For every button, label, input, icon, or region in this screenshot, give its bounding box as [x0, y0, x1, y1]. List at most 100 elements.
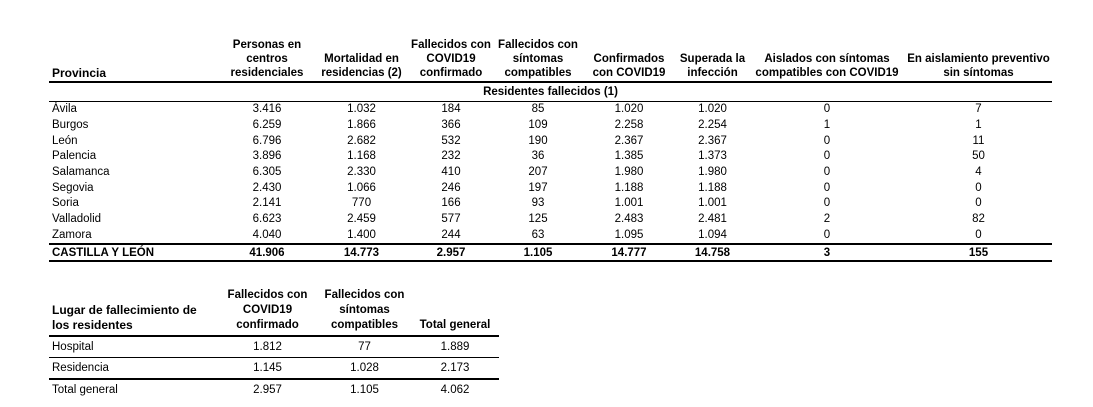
- cell-superada: 1.001: [698, 197, 727, 210]
- cell-total: 2.173: [411, 357, 499, 380]
- cell-provincia: Salamanca: [52, 166, 110, 179]
- col-header-aislamiento: En aislamiento preventivo sin síntomas: [905, 33, 1052, 83]
- table-row: Soria 2.141 770 166 93 1.001 1.001 0 0: [49, 196, 1052, 212]
- total-personas: 41.906: [219, 243, 315, 263]
- total-provincia: CASTILLA Y LEÓN: [49, 243, 219, 263]
- col-header-provincia: Provincia: [49, 33, 219, 83]
- total-fallecidos-confirmado: 2.957: [408, 243, 494, 263]
- cell-confirmados: 2.483: [614, 213, 644, 226]
- total-compatibles: 1.105: [318, 378, 411, 400]
- cell-total: 1.889: [411, 336, 499, 358]
- col-header-lugar: Lugar de fallecimiento de los residentes: [49, 288, 217, 337]
- cell-superada: 2.367: [698, 134, 727, 147]
- table-row: Ávila 3.416 1.032 184 85 1.020 1.020 0 7: [49, 102, 1052, 118]
- cell-aislados: 0: [823, 166, 831, 179]
- cell-aislados: 2: [823, 213, 831, 226]
- cell-mortalidad: 1.866: [347, 119, 376, 132]
- cell-fallecidos-compatibles: 109: [528, 119, 548, 132]
- cell-compatibles: 77: [318, 336, 411, 358]
- total-row: CASTILLA Y LEÓN 41.906 14.773 2.957 1.10…: [49, 243, 1052, 263]
- cell-provincia: Ávila: [52, 103, 77, 116]
- cell-personas: 2.141: [252, 197, 282, 210]
- cell-compatibles: 1.028: [318, 357, 411, 380]
- table2-total-row: Total general 2.957 1.105 4.062: [49, 378, 499, 400]
- table-row: Zamora 4.040 1.400 244 63 1.095 1.094 0 0: [49, 228, 1052, 245]
- cell-aislamiento: 82: [972, 213, 985, 226]
- cell-personas: 4.040: [252, 228, 282, 241]
- cell-fallecidos-compatibles: 125: [528, 213, 548, 226]
- cell-confirmados: 1.980: [614, 166, 644, 179]
- cell-lugar: Hospital: [49, 336, 217, 358]
- cell-confirmados: 2.258: [614, 119, 644, 132]
- total-total: 4.062: [411, 378, 499, 400]
- cell-confirmado: 1.812: [217, 336, 318, 358]
- total-aislamiento: 155: [905, 243, 1052, 263]
- cell-confirmados: 1.001: [614, 197, 644, 210]
- cell-personas: 6.305: [252, 166, 282, 179]
- subheader-residentes-fallecidos: Residentes fallecidos (1): [49, 82, 1052, 102]
- col-header-fallecidos-confirmado: Fallecidos con COVID19 confirmado: [408, 33, 494, 83]
- cell-personas: 3.896: [252, 150, 282, 163]
- cell-mortalidad: 770: [351, 197, 372, 210]
- cell-fallecidos-confirmado: 184: [441, 103, 461, 116]
- cell-aislamiento: 50: [972, 150, 985, 163]
- cell-fallecidos-confirmado: 246: [441, 181, 461, 194]
- cell-provincia: Soria: [52, 197, 79, 210]
- table-row: Valladolid 6.623 2.459 577 125 2.483 2.481 2 82: [49, 212, 1052, 228]
- table-row: Burgos 6.259 1.866 366 109 2.258 2.254 1 1: [49, 118, 1052, 134]
- table2-header-row: Lugar de fallecimiento de los residentes…: [49, 288, 499, 337]
- cell-aislados: 0: [823, 103, 831, 116]
- cell-mortalidad: 1.066: [347, 181, 376, 194]
- cell-fallecidos-confirmado: 577: [441, 213, 461, 226]
- cell-personas: 2.430: [252, 181, 282, 194]
- total-lugar: Total general: [49, 378, 217, 400]
- cell-aislamiento: 7: [975, 103, 982, 116]
- cell-confirmados: 1.188: [614, 181, 644, 194]
- cell-confirmados: 1.020: [614, 103, 644, 116]
- col-header-fallecidos-compatibles: Fallecidos con síntomas compatibles: [494, 33, 582, 83]
- cell-fallecidos-compatibles: 63: [531, 228, 545, 241]
- cell-aislados: 0: [823, 150, 831, 163]
- cell-fallecidos-confirmado: 366: [441, 119, 461, 132]
- total-confirmados: 14.777: [582, 243, 676, 263]
- table2-body: Hospital 1.812 77 1.889 Residencia 1.145 1.028…: [49, 336, 499, 380]
- table-row: Segovia 2.430 1.066 246 197 1.188 1.188 0 0: [49, 180, 1052, 196]
- total-aislados: 3: [749, 243, 905, 263]
- cell-provincia: Palencia: [52, 150, 97, 163]
- cell-fallecidos-confirmado: 244: [441, 228, 461, 241]
- total-confirmado: 2.957: [217, 378, 318, 400]
- cell-fallecidos-compatibles: 190: [528, 134, 548, 147]
- cell-aislamiento: 0: [975, 197, 982, 210]
- lugar-fallecimiento-table: Lugar de fallecimiento de los residentes…: [49, 288, 499, 400]
- cell-mortalidad: 2.682: [347, 134, 376, 147]
- cell-provincia: Valladolid: [52, 213, 102, 226]
- cell-superada: 1.020: [698, 103, 727, 116]
- table-row: Palencia 3.896 1.168 232 36 1.385 1.373 0 50: [49, 149, 1052, 165]
- total-superada: 14.758: [676, 243, 749, 263]
- cell-fallecidos-compatibles: 197: [528, 181, 548, 194]
- cell-fallecidos-compatibles: 207: [528, 166, 548, 179]
- cell-fallecidos-compatibles: 85: [531, 103, 545, 116]
- cell-aislados: 0: [823, 228, 831, 241]
- cell-fallecidos-compatibles: 93: [531, 197, 545, 210]
- cell-provincia: Segovia: [52, 181, 94, 194]
- cell-lugar: Residencia: [49, 357, 217, 380]
- total-fallecidos-compatibles: 1.105: [494, 243, 582, 263]
- subheader-row: Residentes fallecidos (1): [49, 82, 1052, 102]
- cell-fallecidos-compatibles: 36: [531, 150, 545, 163]
- cell-personas: 6.796: [252, 134, 282, 147]
- col-header-aislados: Aislados con síntomas compatibles con CO…: [749, 33, 905, 83]
- cell-aislamiento: 1: [975, 119, 982, 132]
- cell-personas: 3.416: [252, 103, 282, 116]
- cell-aislados: 0: [823, 181, 831, 194]
- cell-superada: 2.481: [698, 213, 727, 226]
- cell-fallecidos-confirmado: 166: [441, 197, 461, 210]
- residencias-table: Provincia Personas en centros residencia…: [49, 33, 1052, 263]
- col-header-mortalidad: Mortalidad en residencias (2): [315, 33, 408, 83]
- table2-row: Residencia 1.145 1.028 2.173: [49, 357, 499, 380]
- cell-personas: 6.259: [252, 119, 282, 132]
- table-header-row: Provincia Personas en centros residencia…: [49, 33, 1052, 83]
- cell-fallecidos-confirmado: 532: [441, 134, 461, 147]
- cell-fallecidos-confirmado: 232: [441, 150, 461, 163]
- cell-provincia: León: [52, 134, 78, 147]
